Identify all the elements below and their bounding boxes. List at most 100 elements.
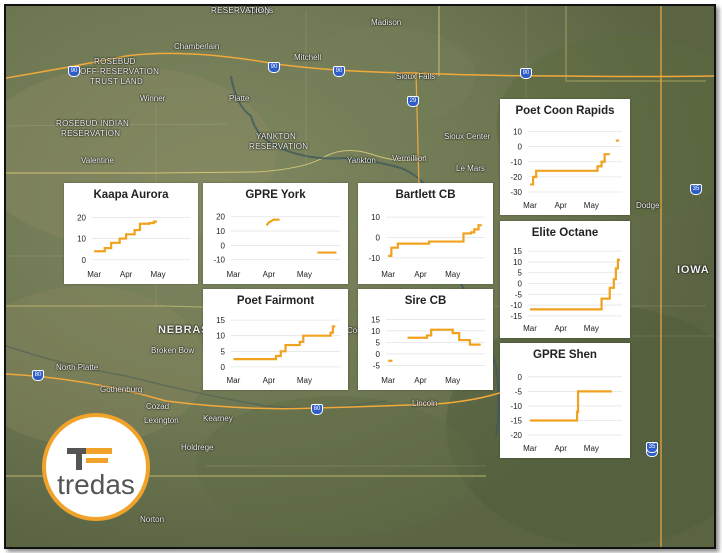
chart-title: GPRE York (245, 189, 306, 201)
interstate-shield-icon: 35 (690, 184, 702, 195)
series-line (388, 224, 482, 257)
map-label: IOWA (677, 264, 710, 276)
line-chart: 0 5 10 15 Mar Apr May (216, 316, 340, 385)
chart-title: Bartlett CB (395, 189, 456, 201)
chart-panel[interactable]: Bartlett CB -10 0 10 Mar Apr May (358, 183, 493, 284)
chart-title: Elite Octane (531, 227, 599, 239)
chart-panel[interactable]: Kaapa Aurora 0 10 20 Mar Apr May (64, 183, 198, 284)
x-tick-label: Apr (263, 270, 276, 279)
chart-panel[interactable]: GPRE Shen -20 -15 -10 -5 0 Mar Apr May (500, 343, 630, 458)
map-label: YANKTON (256, 132, 297, 141)
x-tick-label: May (584, 324, 599, 333)
interstate-shield-icon: 90 (68, 66, 80, 77)
map-label: ROSEBUD INDIAN (56, 119, 130, 128)
y-tick-label: -5 (515, 387, 523, 396)
x-tick-label: May (297, 270, 312, 279)
y-tick-label: 0 (221, 363, 226, 372)
y-tick-label: 5 (376, 338, 381, 347)
y-tick-label: 0 (221, 241, 226, 250)
map-label: Chamberlain (174, 42, 220, 51)
y-tick-label: -15 (510, 312, 522, 321)
chart-panel[interactable]: GPRE York -10 0 10 20 Mar Apr May (203, 183, 348, 284)
x-tick-label: Apr (414, 270, 427, 279)
interstate-shield-icon: 80 (32, 370, 44, 381)
y-tick-label: 0 (82, 256, 87, 265)
x-tick-label: May (584, 201, 599, 210)
series-line (530, 258, 620, 311)
x-tick-label: Mar (523, 444, 537, 453)
chart-panel[interactable]: Elite Octane -15 -10 -5 0 5 10 15 Mar Apr May (500, 221, 630, 338)
tredas-logo: tredas (42, 413, 150, 521)
x-tick-label: Mar (87, 270, 101, 279)
x-tick-label: May (584, 444, 599, 453)
map-label: Broken Bow (151, 346, 195, 355)
y-tick-label: 10 (77, 235, 86, 244)
y-tick-label: 15 (216, 316, 225, 325)
y-tick-label: -20 (510, 431, 522, 440)
y-tick-label: -5 (515, 290, 523, 299)
x-tick-label: Mar (226, 376, 240, 385)
x-tick-label: Apr (554, 201, 567, 210)
line-chart: -20 -15 -10 -5 0 Mar Apr May (510, 373, 622, 453)
x-tick-label: Mar (381, 376, 395, 385)
map-label: Col (347, 326, 360, 335)
y-tick-label: 0 (518, 373, 523, 382)
map-label: Sioux Falls (396, 72, 436, 81)
x-tick-label: Mar (381, 270, 395, 279)
y-tick-label: -10 (510, 158, 522, 167)
interstate-shield-icon: 29 (407, 96, 419, 107)
chart-panel[interactable]: Poet Coon Rapids -30 -20 -10 0 10 Mar Apr May (500, 99, 630, 215)
map-label: Winner (140, 94, 166, 103)
y-tick-label: 10 (513, 258, 522, 267)
chart-title: Poet Coon Rapids (515, 105, 615, 117)
y-tick-label: 15 (371, 315, 380, 324)
y-tick-label: 10 (216, 332, 225, 341)
x-tick-label: May (297, 376, 312, 385)
map-label: TRUST LAND (90, 77, 144, 86)
interstate-shield-icon: 90 (268, 62, 280, 73)
map-label: Mitchell (294, 53, 322, 62)
line-chart: -10 0 10 20 Mar Apr May (213, 213, 340, 279)
x-tick-label: May (150, 270, 165, 279)
map-label: Dodge (636, 201, 660, 210)
chart-panel[interactable]: Sire CB -5 0 5 10 15 Mar Apr May (358, 289, 493, 390)
y-tick-label: 15 (513, 247, 522, 256)
map-label: RESERVATION (211, 6, 271, 15)
map-label: OFF-RESERVATION (80, 67, 160, 76)
series-line (407, 328, 481, 346)
map-label: Holdrege (181, 443, 214, 452)
map-label: Lincoln (412, 399, 438, 408)
y-tick-label: 0 (518, 143, 523, 152)
interstate-shield-icon: 80 (311, 404, 323, 415)
series-line (530, 153, 610, 186)
y-tick-label: -10 (510, 301, 522, 310)
map-label: Vermillion (392, 154, 427, 163)
y-tick-label: -15 (510, 417, 522, 426)
y-tick-label: 20 (77, 213, 86, 222)
map-frame: Madison Chamberlain Mitchell Sioux Falls ROS… (4, 4, 716, 549)
map-label: Le Mars (456, 164, 485, 173)
line-chart: -15 -10 -50 5 10 15 Mar Apr May (510, 247, 622, 333)
line-chart: -30 -20 -10 0 10 Mar Apr May (510, 128, 622, 210)
series-line (94, 220, 157, 253)
y-tick-label: -30 (510, 188, 522, 197)
map-label: RESERVATION (61, 129, 121, 138)
chart-panel[interactable]: Poet Fairmont 0 5 10 15 Mar Apr May (203, 289, 348, 390)
x-tick-label: Apr (263, 376, 276, 385)
interstate-shield-icon: 35 (646, 442, 658, 453)
y-tick-label: 10 (371, 213, 380, 222)
x-tick-label: Apr (414, 376, 427, 385)
map-label: RESERVATION (249, 142, 309, 151)
chart-title: Poet Fairmont (236, 295, 315, 307)
map-label: ROSEBUD (94, 57, 136, 66)
map-label: NEBRAS (158, 324, 210, 336)
x-tick-label: May (445, 270, 460, 279)
y-tick-label: 20 (216, 213, 225, 222)
chart-title: GPRE Shen (533, 349, 597, 361)
line-chart: -5 0 5 10 15 Mar Apr May (371, 315, 485, 385)
y-tick-label: 10 (513, 128, 522, 137)
chart-title: Kaapa Aurora (93, 189, 169, 201)
series-line (233, 325, 336, 361)
y-tick-label: -10 (510, 402, 522, 411)
map-label: North Platte (56, 363, 99, 372)
